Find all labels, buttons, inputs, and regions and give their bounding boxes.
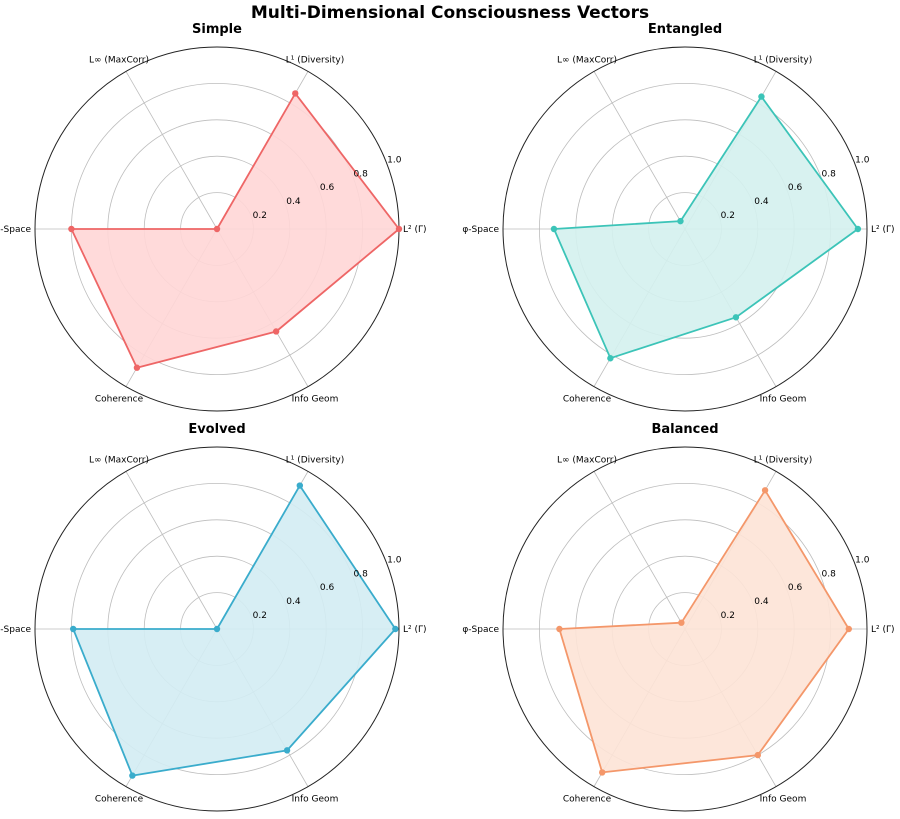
outer-frame	[502, 46, 868, 412]
radial-tick-label: 0.8	[822, 569, 837, 579]
outer-frame	[34, 446, 400, 812]
panel-title: Balanced	[652, 422, 719, 437]
axis-label-space: φ-Space	[0, 625, 31, 635]
data-point-coherence	[598, 769, 606, 776]
radial-tick-label: 0.6	[788, 183, 803, 193]
axis-label-l: L² (Γ)	[871, 625, 895, 635]
radial-tick-label: 1.0	[387, 155, 402, 165]
axis-label-info-geom: Info Geom	[292, 795, 339, 805]
radial-tick-label: 0.4	[754, 597, 769, 607]
data-point-info-geom	[754, 751, 761, 759]
figure-title: Multi-Dimensional Consciousness Vectors	[251, 3, 649, 23]
data-point-info-geom	[283, 747, 291, 754]
data-point-l-maxcorr	[678, 619, 685, 626]
grid-spoke	[125, 471, 218, 630]
radial-tick-label: 0.6	[788, 583, 803, 593]
data-point-space	[556, 625, 563, 633]
axis-label-coherence: Coherence	[563, 795, 612, 805]
data-point-l-diversity	[761, 487, 769, 494]
data-point-l-maxcorr	[677, 217, 684, 225]
radial-tick-label: 0.8	[822, 169, 837, 179]
radar-panel-simple: Simple 0.2 0.4 0.6 0.8 1.0 L² (Γ) L¹ (Diversity…	[0, 22, 427, 412]
axis-label-space: φ-Space	[462, 225, 499, 235]
panel-title: Entangled	[648, 22, 722, 37]
radial-tick-label: 0.4	[286, 197, 301, 207]
radar-panel-entangled: Entangled 0.2 0.4 0.6 0.8 1.0 L² (Γ) L¹ (Divers…	[462, 22, 895, 412]
grid-spoke	[125, 71, 218, 230]
series-area	[73, 485, 396, 776]
data-point-l-maxcorr	[213, 225, 221, 233]
radial-tick-label: 0.2	[721, 211, 735, 221]
axis-label-l: L² (Γ)	[403, 625, 427, 635]
radial-tick-label: 1.0	[855, 155, 870, 165]
radial-tick-label: 0.6	[320, 583, 335, 593]
grid-spoke	[593, 71, 686, 230]
radial-tick-label: 0.6	[320, 183, 335, 193]
axis-label-l-maxcorr: L∞ (MaxCorr)	[89, 455, 149, 465]
axis-label-info-geom: Info Geom	[760, 395, 807, 405]
outer-frame	[502, 446, 868, 812]
radial-tick-label: 0.2	[721, 611, 735, 621]
radial-tick-label: 0.2	[253, 211, 267, 221]
radar-panel-balanced: Balanced 0.2 0.4 0.6 0.8 1.0 L² (Γ) L¹ (Diversi…	[462, 422, 895, 812]
axis-label-info-geom: Info Geom	[760, 795, 807, 805]
axis-label-l-maxcorr: L∞ (MaxCorr)	[89, 55, 149, 65]
panel-title: Simple	[192, 22, 242, 37]
data-point-l-diversity	[292, 90, 299, 97]
axis-label-l-diversity: L¹ (Diversity)	[286, 455, 345, 465]
data-point-space	[550, 225, 558, 233]
series-area	[559, 490, 849, 773]
data-point-l	[395, 225, 403, 233]
data-point-l-maxcorr	[213, 625, 221, 633]
axis-label-l: L² (Γ)	[403, 225, 427, 235]
radial-tick-label: 0.4	[754, 197, 769, 207]
axis-label-l-diversity: L¹ (Diversity)	[754, 55, 813, 65]
radial-tick-label: 0.8	[354, 569, 369, 579]
axis-label-space: φ-Space	[0, 225, 31, 235]
data-point-space	[68, 225, 75, 233]
radial-tick-label: 0.2	[253, 611, 267, 621]
radial-tick-label: 0.8	[354, 169, 369, 179]
series-area	[71, 93, 400, 368]
data-point-coherence	[607, 355, 614, 362]
series-area	[554, 96, 858, 359]
data-point-l-diversity	[758, 93, 765, 100]
radial-tick-label: 1.0	[855, 555, 870, 565]
radial-tick-label: 0.4	[286, 597, 301, 607]
radial-tick-label: 1.0	[387, 555, 402, 565]
data-point-coherence	[129, 772, 136, 779]
axis-label-coherence: Coherence	[95, 795, 144, 805]
data-point-l	[392, 625, 399, 633]
axis-label-space: φ-Space	[462, 625, 499, 635]
panel-title: Evolved	[188, 422, 245, 437]
axis-label-l-maxcorr: L∞ (MaxCorr)	[557, 55, 617, 65]
axis-label-info-geom: Info Geom	[292, 395, 339, 405]
data-point-l	[854, 225, 862, 233]
data-point-l	[845, 625, 852, 633]
axis-label-l: L² (Γ)	[871, 225, 895, 235]
grid-spoke	[593, 471, 686, 630]
axis-label-l-diversity: L¹ (Diversity)	[286, 55, 345, 65]
data-point-info-geom	[272, 328, 280, 335]
data-point-coherence	[133, 364, 141, 371]
data-point-space	[70, 625, 77, 633]
axis-label-coherence: Coherence	[95, 395, 144, 405]
axis-label-l-maxcorr: L∞ (MaxCorr)	[557, 455, 617, 465]
radar-panel-evolved: Evolved 0.2 0.4 0.6 0.8 1.0 L² (Γ) L¹ (Diversit…	[0, 422, 427, 812]
data-point-info-geom	[732, 314, 740, 321]
axis-label-l-diversity: L¹ (Diversity)	[754, 455, 813, 465]
data-point-l-diversity	[296, 482, 304, 489]
radar-panels: Simple 0.2 0.4 0.6 0.8 1.0 L² (Γ) L¹ (Diversity…	[0, 22, 895, 812]
axis-label-coherence: Coherence	[563, 395, 612, 405]
